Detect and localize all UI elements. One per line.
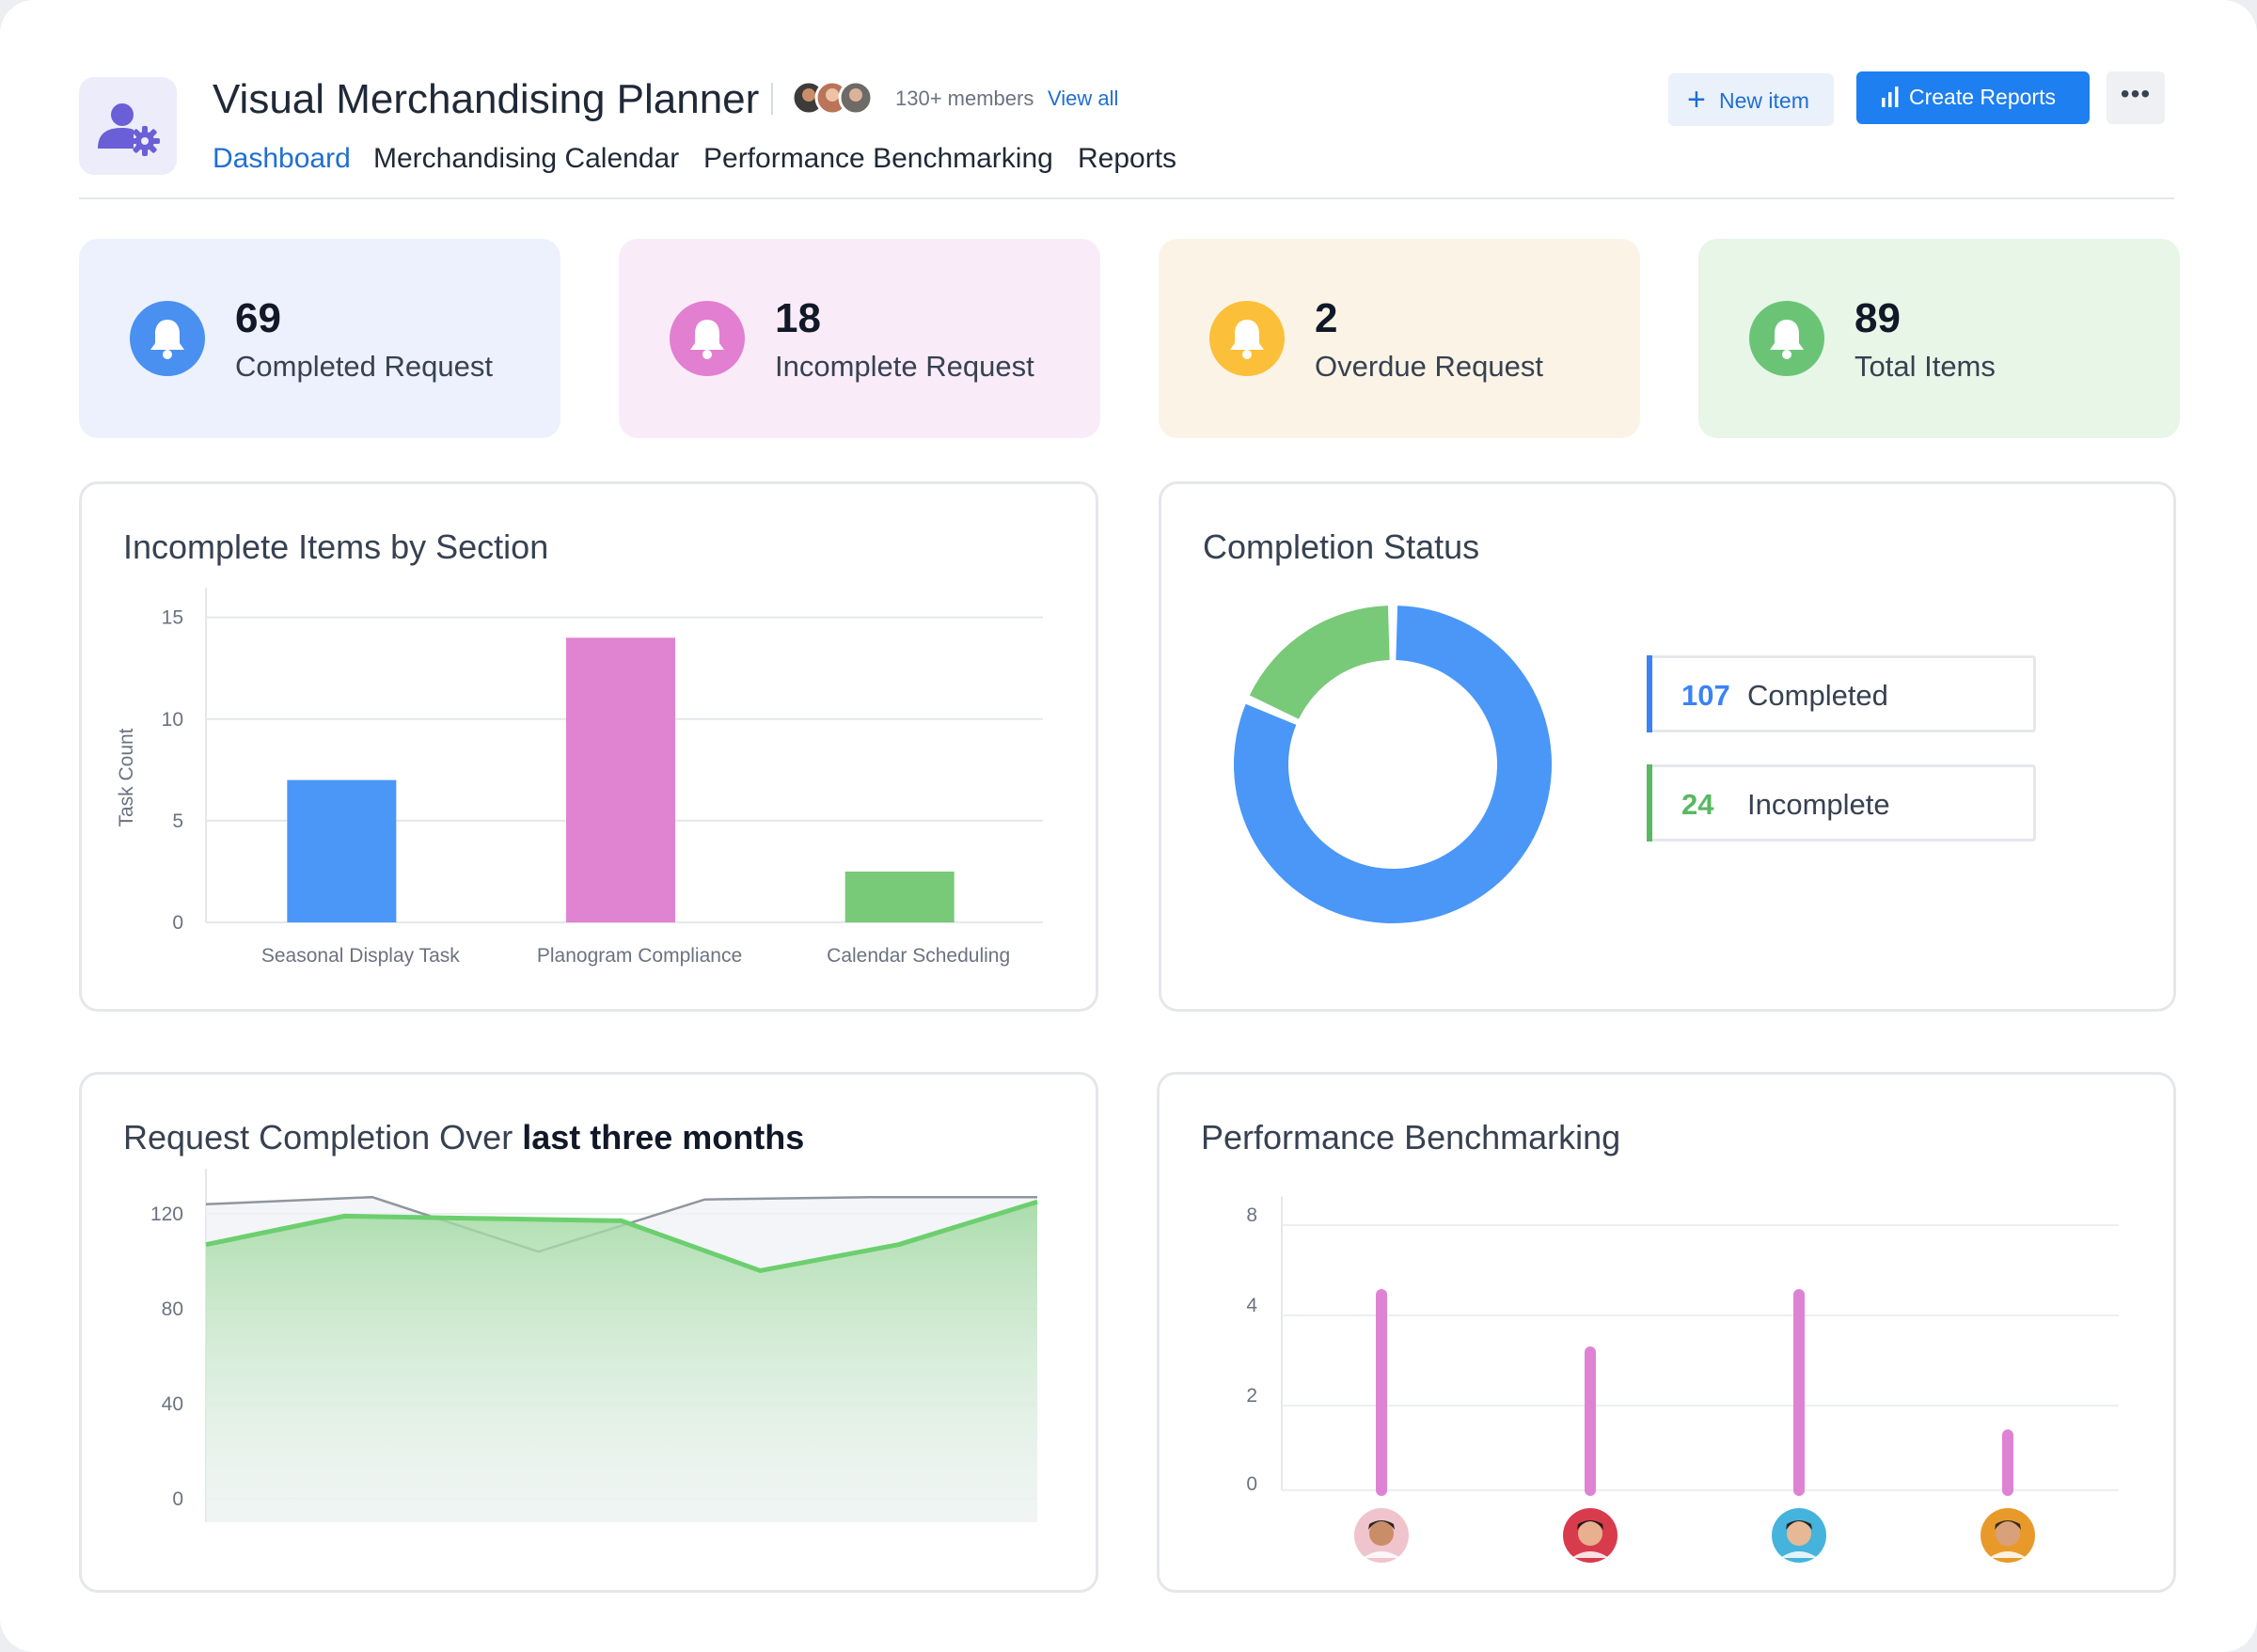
stat-card-overdue[interactable]: 2 Overdue Request — [1159, 239, 1640, 438]
stat-card-total[interactable]: 89 Total Items — [1698, 239, 2180, 438]
y-tick-label: 80 — [162, 1298, 183, 1320]
view-all-link[interactable]: View all — [1048, 87, 1119, 110]
tab-reports[interactable]: Reports — [1078, 143, 1177, 174]
avatar-shoulders — [1780, 1551, 1818, 1558]
more-dots-icon: ••• — [2120, 79, 2152, 108]
avatar-face — [1578, 1521, 1602, 1546]
create-reports-button[interactable]: Create Reports — [1856, 71, 2090, 124]
legend-accent — [1647, 655, 1652, 732]
panel-title-prefix: Request Completion Over — [123, 1118, 513, 1156]
stat-label: Completed Request — [235, 350, 493, 383]
stat-label: Incomplete Request — [775, 350, 1034, 383]
panel-title: Completion Status — [1203, 527, 1480, 566]
bell-icon — [130, 301, 205, 376]
tab-dashboard[interactable]: Dashboard — [213, 143, 351, 174]
y-tick-label: 15 — [162, 607, 183, 629]
y-tick-label: 0 — [172, 1488, 183, 1510]
avatar-shoulders — [1363, 1551, 1400, 1558]
avatar-hair — [1577, 1520, 1603, 1530]
legend-value: 107 — [1681, 679, 1730, 712]
header-divider — [79, 197, 2174, 199]
performance-benchmarking-panel: Performance Benchmarking 0 2 4 8 — [1157, 1072, 2176, 1593]
panel-title: Performance Benchmarking — [1201, 1118, 1621, 1156]
new-item-button[interactable]: + New item — [1668, 73, 1834, 126]
stat-label: Overdue Request — [1315, 350, 1543, 383]
request-completion-panel: Request Completion Over last three month… — [79, 1072, 1098, 1593]
panel-title: Request Completion Over last three month… — [123, 1118, 804, 1157]
tab-performance-benchmarking[interactable]: Performance Benchmarking — [703, 143, 1053, 174]
y-tick-label: 10 — [162, 709, 183, 731]
y-tick-label: 120 — [150, 1204, 183, 1225]
y-tick-label: 2 — [1246, 1385, 1257, 1407]
request-completion-chart: 0 40 80 120 — [150, 1169, 1038, 1522]
incomplete-by-section-panel: Incomplete Items by Section 0 5 10 15 Task C… — [79, 481, 1098, 1012]
tab-merchandising-calendar[interactable]: Merchandising Calendar — [373, 143, 680, 174]
create-reports-label: Create Reports — [1909, 85, 2056, 109]
app-title: Visual Merchandising Planner — [213, 76, 760, 122]
donut-slice — [1249, 606, 1390, 719]
app-logo-icon — [79, 77, 177, 175]
legend-label: Incomplete — [1747, 788, 1890, 821]
performance-benchmarking-chart: 0 2 4 8 — [1246, 1197, 2119, 1563]
stat-value: 69 — [235, 295, 281, 341]
stat-value: 2 — [1315, 295, 1338, 341]
avatar-face — [1369, 1521, 1394, 1546]
avatar-hair — [1995, 1520, 2021, 1530]
legend-incomplete[interactable]: 24 Incomplete — [1647, 764, 2036, 842]
y-tick-label: 5 — [172, 810, 183, 832]
legend-value: 24 — [1681, 788, 1714, 821]
new-item-label: New item — [1719, 88, 1809, 113]
series-area — [206, 1202, 1037, 1522]
bar — [287, 779, 397, 922]
incomplete-by-section-chart: 0 5 10 15 Task Count Seasonal Display Task Pla… — [116, 588, 1043, 967]
y-axis-label: Task Count — [116, 728, 137, 826]
avatar-face — [1787, 1521, 1811, 1546]
avatar-hair — [1786, 1520, 1812, 1530]
y-tick-label: 8 — [1246, 1204, 1257, 1226]
completion-status-donut — [1234, 606, 1552, 923]
title-divider — [771, 83, 773, 115]
bar-chart-icon — [1882, 87, 1899, 107]
avatar-face — [1996, 1521, 2020, 1546]
bell-icon — [1209, 301, 1285, 376]
bar — [844, 871, 955, 922]
avatar-shoulders — [1571, 1551, 1609, 1558]
stat-value: 89 — [1855, 295, 1901, 341]
legend-accent — [1647, 764, 1652, 842]
legend-label: Completed — [1747, 679, 1888, 712]
legend-completed[interactable]: 107 Completed — [1647, 655, 2036, 732]
completion-status-panel: Completion Status 107 Completed 24 Incom… — [1159, 481, 2176, 1012]
bell-icon — [1749, 301, 1824, 376]
bell-icon — [670, 301, 745, 376]
y-tick-label: 40 — [162, 1393, 183, 1415]
x-tick-label: Seasonal Display Task — [261, 945, 460, 967]
avatar-hair — [1368, 1520, 1395, 1530]
panel-title: Incomplete Items by Section — [123, 527, 549, 566]
stat-card-incomplete[interactable]: 18 Incomplete Request — [619, 239, 1100, 438]
x-tick-label: Calendar Scheduling — [827, 945, 1010, 967]
stat-label: Total Items — [1855, 350, 1996, 383]
bar — [566, 637, 675, 922]
more-options-button[interactable]: ••• — [2107, 71, 2165, 124]
plus-icon: + — [1687, 82, 1706, 118]
x-tick-label: Planogram Compliance — [537, 945, 742, 967]
period-selector[interactable]: last three months — [522, 1118, 805, 1156]
stat-card-completed[interactable]: 69 Completed Request — [79, 239, 560, 438]
y-tick-label: 0 — [1246, 1473, 1257, 1495]
members-count: 130+ members — [895, 87, 1034, 110]
y-tick-label: 0 — [172, 912, 183, 934]
stat-value: 18 — [775, 295, 821, 341]
y-tick-label: 4 — [1246, 1295, 1257, 1316]
donut-slice — [1234, 606, 1552, 923]
avatar-shoulders — [1989, 1551, 2027, 1558]
series-line — [205, 1199, 1038, 1273]
member-avatars[interactable] — [790, 79, 884, 117]
